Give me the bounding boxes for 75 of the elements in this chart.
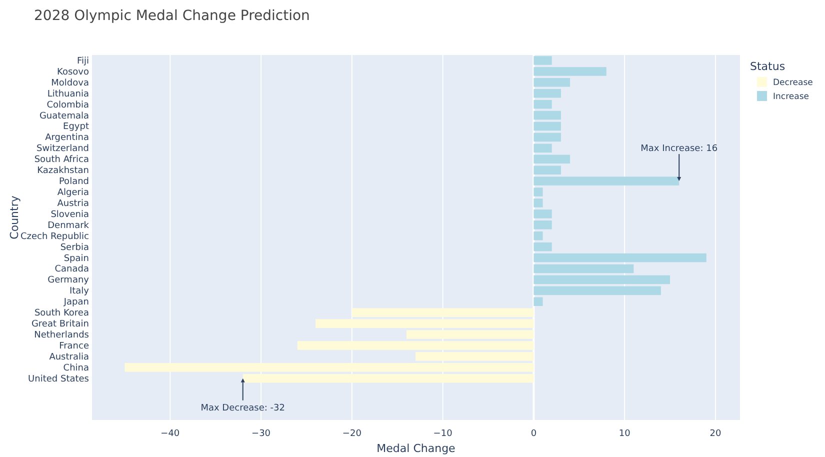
y-tick-label: South Korea: [34, 308, 89, 319]
bar: [416, 352, 534, 361]
x-tick-label: −40: [160, 429, 180, 439]
y-tick-label: Switzerland: [36, 144, 89, 154]
bar: [406, 330, 534, 339]
bar: [242, 374, 534, 383]
bar: [534, 297, 543, 306]
y-tick-label: Argentina: [45, 133, 89, 144]
x-tick-label: −30: [252, 429, 271, 439]
bar: [534, 286, 661, 296]
bar: [534, 275, 670, 284]
bar: [534, 166, 561, 174]
y-tick-label: Slovenia: [50, 210, 89, 220]
y-tick-label: Spain: [64, 254, 89, 264]
chart-title: 2028 Olympic Medal Change Prediction: [34, 8, 310, 24]
bar: [534, 176, 680, 186]
annotation: Max Increase: 16: [640, 144, 718, 154]
y-tick-label: Japan: [62, 298, 89, 308]
y-tick-label: Denmark: [48, 220, 90, 231]
bar: [534, 100, 552, 109]
bar: [124, 363, 534, 372]
bar: [534, 220, 552, 230]
bar: [534, 88, 561, 98]
y-tick-label: Poland: [58, 177, 89, 188]
y-tick-label: Great Britain: [31, 320, 89, 330]
bar: [316, 319, 534, 328]
bar: [534, 264, 634, 274]
bar: [297, 341, 534, 350]
bar: [534, 210, 552, 218]
y-tick-label: Kosovo: [57, 67, 90, 78]
y-tick-label: Czech Republic: [20, 232, 90, 242]
y-tick-label: Italy: [69, 286, 90, 297]
x-axis-title: Medal Change: [376, 442, 456, 455]
y-tick-label: Egypt: [63, 122, 90, 132]
y-tick-label: Algeria: [57, 188, 89, 198]
y-tick-label: United States: [28, 374, 90, 384]
bar: [534, 56, 552, 65]
y-tick-label: Colombia: [46, 100, 89, 110]
legend-label: Increase: [773, 92, 809, 102]
x-tick-label: −20: [342, 429, 362, 439]
bar: [534, 198, 543, 208]
x-tick-label: −10: [433, 429, 453, 439]
y-tick-label: Germany: [48, 276, 90, 286]
bar: [534, 78, 570, 87]
y-tick-label: Serbia: [60, 242, 89, 253]
y-tick-label: Fiji: [76, 56, 89, 66]
bar: [534, 144, 552, 153]
y-tick-label: Australia: [49, 352, 89, 362]
legend-title: Status: [750, 60, 786, 73]
y-axis-title: Country: [8, 195, 21, 240]
y-tick-label: France: [59, 341, 90, 352]
x-tick-label: 0: [530, 429, 537, 439]
x-tick-label: 10: [618, 429, 631, 439]
y-tick-label: China: [63, 363, 89, 374]
bar: [534, 231, 543, 240]
y-tick-label: Moldova: [51, 78, 89, 88]
y-tick-label: Canada: [54, 264, 89, 275]
y-tick-label: Netherlands: [34, 330, 90, 341]
bar: [534, 67, 606, 76]
bar: [534, 110, 561, 120]
y-tick-label: Austria: [57, 198, 89, 209]
bar: [534, 154, 570, 164]
y-tick-label: South Africa: [34, 155, 89, 166]
y-tick-label: Lithuania: [47, 89, 89, 100]
bar: [534, 132, 561, 142]
y-tick-label: Guatemala: [39, 111, 89, 122]
y-tick-label: Kazakhstan: [37, 166, 89, 176]
bar: [534, 253, 706, 262]
legend-label: Decrease: [773, 78, 813, 88]
bar: [534, 242, 552, 252]
bar: [352, 308, 534, 317]
bar: [534, 188, 543, 196]
annotation: Max Decrease: -32: [200, 403, 285, 414]
x-tick-label: 20: [710, 429, 722, 439]
bar: [534, 122, 561, 131]
